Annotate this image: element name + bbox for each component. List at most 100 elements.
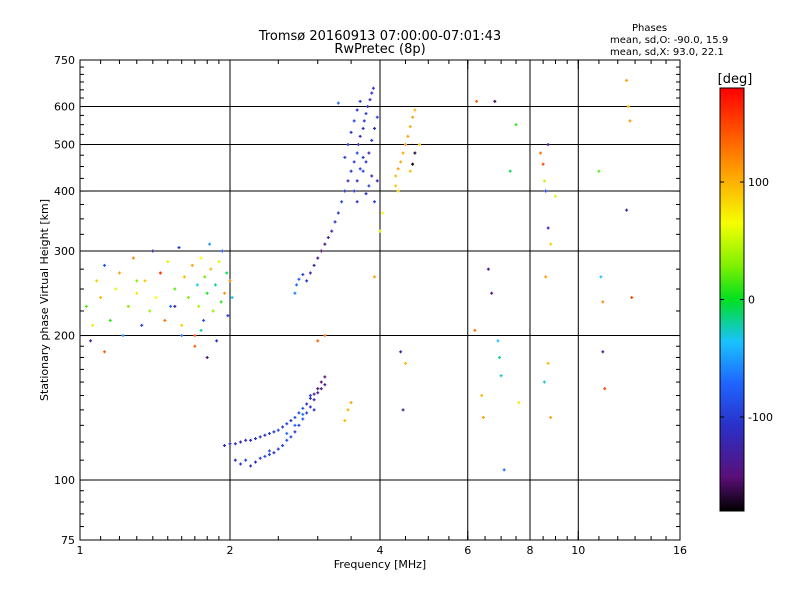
data-point (289, 419, 293, 423)
data-point (173, 304, 177, 308)
data-point (272, 451, 276, 455)
data-point (239, 462, 243, 466)
data-point (367, 184, 371, 188)
data-point (355, 151, 359, 155)
data-point (546, 143, 550, 147)
data-point (498, 355, 502, 359)
data-point (330, 229, 334, 233)
data-point (285, 432, 289, 436)
data-point (99, 296, 103, 300)
data-point (546, 361, 550, 365)
data-point (368, 98, 372, 102)
stats-title: Phases (632, 23, 667, 34)
data-point (406, 134, 410, 138)
data-point (355, 200, 359, 204)
data-point (186, 296, 190, 300)
data-point (297, 277, 301, 281)
data-point (215, 339, 219, 343)
y-tick-label: 200 (54, 330, 75, 343)
data-point (343, 419, 347, 423)
data-point (166, 260, 170, 264)
data-point (301, 417, 305, 421)
data-point (244, 458, 248, 462)
data-point (546, 226, 550, 230)
data-point (308, 394, 312, 398)
data-point (301, 273, 305, 277)
data-point (267, 432, 271, 436)
data-point (95, 279, 99, 283)
data-point (205, 291, 209, 295)
x-tick-label: 1 (77, 544, 84, 557)
grid-lines (80, 60, 680, 540)
data-point (626, 105, 630, 109)
data-point (355, 108, 359, 112)
x-axis-label: Frequency [MHz] (334, 558, 426, 571)
data-point (135, 291, 139, 295)
data-point (343, 189, 347, 193)
y-tick-label: 600 (54, 101, 75, 114)
data-point (249, 464, 253, 468)
data-point (173, 287, 177, 291)
data-point (301, 406, 305, 410)
data-point (403, 361, 407, 365)
data-point (319, 380, 323, 384)
data-point (180, 334, 184, 338)
data-point (346, 143, 350, 147)
data-point (258, 456, 262, 460)
data-point (508, 169, 512, 173)
data-point (148, 309, 152, 313)
data-point (411, 115, 415, 119)
data-point (486, 267, 490, 271)
data-point (193, 344, 197, 348)
data-point (219, 300, 223, 304)
data-point (117, 271, 121, 275)
data-point (346, 408, 350, 412)
data-point (323, 375, 327, 379)
data-point (249, 438, 253, 442)
data-point (223, 444, 227, 448)
data-point (281, 444, 285, 448)
data-point (549, 415, 553, 419)
data-point (480, 394, 484, 398)
data-point (190, 263, 194, 267)
data-point (308, 396, 312, 400)
data-point (233, 458, 237, 462)
data-point (603, 387, 607, 391)
data-point (140, 323, 144, 327)
stats-line-x: mean, sd,X: 93.0, 22.1 (610, 47, 724, 58)
data-point (163, 318, 167, 322)
data-point (293, 415, 297, 419)
data-points (84, 78, 634, 472)
y-tick-label: 500 (54, 139, 75, 152)
data-point (396, 167, 400, 171)
chart-title: Tromsø 20160913 07:00:00-07:01:43 (258, 29, 501, 44)
data-point (361, 126, 365, 130)
data-point (312, 398, 316, 402)
data-point (244, 438, 248, 442)
data-point (217, 260, 221, 264)
chart-subtitle: RwPretec (8p) (334, 42, 425, 57)
data-point (308, 405, 312, 409)
axis-ticks (79, 59, 681, 541)
data-point (323, 383, 327, 387)
y-tick-label: 750 (54, 54, 75, 67)
data-point (628, 119, 632, 123)
data-point (355, 179, 359, 183)
data-point (340, 200, 344, 204)
data-point (399, 160, 403, 164)
data-point (326, 236, 330, 240)
data-point (312, 408, 316, 412)
data-point (253, 460, 257, 464)
data-point (367, 151, 371, 155)
data-point (151, 249, 155, 253)
data-point (121, 334, 125, 338)
data-point (316, 339, 320, 343)
data-point (364, 160, 368, 164)
data-point (293, 423, 297, 427)
data-point (197, 304, 201, 308)
data-point (417, 143, 421, 147)
data-point (370, 174, 374, 178)
data-point (502, 468, 506, 472)
data-point (233, 442, 237, 446)
